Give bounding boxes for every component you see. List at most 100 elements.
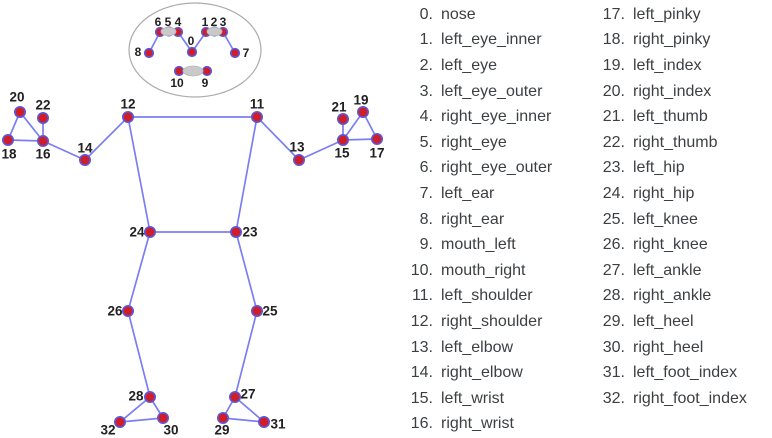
legend-label: left_heel xyxy=(633,312,694,330)
landmark-label-right_knee: 26 xyxy=(107,304,123,319)
landmark-label-right_elbow: 14 xyxy=(77,141,93,156)
landmark-dot-right_elbow xyxy=(79,154,92,167)
legend-label: right_ankle xyxy=(633,287,712,305)
legend-label: left_knee xyxy=(633,210,698,228)
legend-label: left_ear xyxy=(441,184,495,202)
right-eye-shape xyxy=(160,26,177,37)
legend-number: 1. xyxy=(419,31,433,49)
legend-number: 23. xyxy=(602,159,625,177)
legend-row-left_ear: 7. left_ear xyxy=(403,181,552,207)
legend-row-left_thumb: 21. left_thumb xyxy=(586,104,747,130)
legend-number: 2. xyxy=(419,56,433,74)
landmark-dot-right_pinky xyxy=(2,134,14,147)
landmark-label-left_elbow: 13 xyxy=(289,140,305,155)
legend-number: 13. xyxy=(410,338,433,356)
mouth-shape xyxy=(182,65,204,77)
legend-number: 26. xyxy=(602,236,625,254)
legend-row-right_ear: 8. right_ear xyxy=(403,207,552,233)
legend-label: right_eye xyxy=(441,133,507,151)
legend-label: right_foot_index xyxy=(633,389,747,407)
legend-number: 0. xyxy=(419,5,433,23)
legend-label: mouth_right xyxy=(441,261,526,279)
connection-right_elbow-right_wrist xyxy=(42,140,86,161)
legend-row-right_heel: 30. right_heel xyxy=(586,335,747,361)
legend-row-right_eye_inner: 4. right_eye_inner xyxy=(403,104,552,130)
connection-left_hip-left_knee xyxy=(235,231,258,312)
landmark-dot-left_thumb xyxy=(336,113,349,126)
legend-row-right_pinky: 18. right_pinky xyxy=(586,28,747,54)
legend-number: 19. xyxy=(602,56,625,74)
legend-label: left_shoulder xyxy=(441,287,533,305)
connection-left_knee-left_ankle xyxy=(234,310,258,398)
legend-number: 29. xyxy=(602,312,625,330)
landmark-label-left_wrist: 15 xyxy=(334,146,350,161)
landmark-label-left_foot_index: 31 xyxy=(270,417,286,432)
landmark-label-right_thumb: 22 xyxy=(35,98,50,113)
legend-number: 31. xyxy=(602,364,625,382)
legend-number: 18. xyxy=(602,31,625,49)
legend-row-right_foot_index: 32. right_foot_index xyxy=(586,386,747,412)
left-eye-shape xyxy=(206,26,223,37)
legend-row-left_knee: 25. left_knee xyxy=(586,207,747,233)
legend-label: nose xyxy=(441,5,476,23)
landmark-label-right_heel: 30 xyxy=(163,423,178,438)
legend-number: 15. xyxy=(410,389,433,407)
legend-number: 3. xyxy=(419,82,433,100)
legend-label: left_foot_index xyxy=(633,364,738,382)
landmark-dot-left_wrist xyxy=(336,134,349,147)
legend-row-left_hip: 23. left_hip xyxy=(586,156,747,182)
landmark-label-left_ankle: 27 xyxy=(240,387,255,402)
landmark-label-left_pinky: 17 xyxy=(369,146,384,161)
landmark-label-right_ankle: 28 xyxy=(128,389,144,404)
legend-row-left_foot_index: 31. left_foot_index xyxy=(586,360,747,386)
landmark-dot-left_hip xyxy=(230,226,243,239)
landmark-dot-left_shoulder xyxy=(251,111,264,124)
legend-label: left_thumb xyxy=(633,108,708,126)
connection-right_shoulder-right_elbow xyxy=(84,116,129,161)
legend-label: right_knee xyxy=(633,236,708,254)
legend-label: right_wrist xyxy=(441,415,514,433)
legend-label: right_heel xyxy=(633,338,704,356)
legend-number: 20. xyxy=(602,82,625,100)
landmark-dot-right_wrist xyxy=(36,135,49,148)
legend-number: 25. xyxy=(602,210,625,228)
legend-row-left_pinky: 17. left_pinky xyxy=(586,2,747,28)
landmark-dot-left_knee xyxy=(251,304,264,317)
legend-number: 12. xyxy=(410,312,433,330)
legend-number: 9. xyxy=(419,236,433,254)
legend-number: 21. xyxy=(602,108,625,126)
landmark-label-left_hip: 23 xyxy=(242,225,258,240)
connection-left_shoulder-left_elbow xyxy=(256,116,300,161)
landmark-label-right_ear: 8 xyxy=(135,45,142,59)
legend-row-right_hip: 24. right_hip xyxy=(586,181,747,207)
head-outline xyxy=(128,2,262,98)
legend-label: right_hip xyxy=(633,184,695,202)
legend-row-nose: 0. nose xyxy=(403,2,552,28)
connection-right_shoulder-right_hip xyxy=(127,116,151,233)
connection-right_wrist-right_index xyxy=(19,111,44,142)
landmark-dot-right_knee xyxy=(122,304,135,317)
legend-number: 24. xyxy=(602,184,625,202)
legend-label: left_pinky xyxy=(633,5,701,23)
landmark-label-mouth_left: 9 xyxy=(202,76,209,90)
legend-label: left_eye_outer xyxy=(441,82,543,100)
legend-number: 16. xyxy=(410,415,433,433)
connection-right_heel-right_foot_index xyxy=(119,417,164,423)
landmark-dot-right_foot_index xyxy=(114,415,127,428)
legend-row-right_knee: 26. right_knee xyxy=(586,232,747,258)
legend-number: 11. xyxy=(411,287,433,305)
legend-row-right_wrist: 16. right_wrist xyxy=(403,412,552,438)
landmark-label-left_index: 19 xyxy=(353,93,368,108)
legend-number: 5. xyxy=(419,133,433,151)
legend-row-mouth_left: 9. mouth_left xyxy=(403,232,552,258)
landmark-dot-left_elbow xyxy=(292,154,305,167)
legend-number: 28. xyxy=(602,287,625,305)
legend-label: right_eye_inner xyxy=(441,108,552,126)
legend-label: right_ear xyxy=(441,210,505,228)
connection-right_ankle-right_foot_index xyxy=(119,396,151,423)
legend-number: 22. xyxy=(602,133,625,151)
landmark-label-left_knee: 25 xyxy=(262,304,278,319)
legend-row-right_shoulder: 12. right_shoulder xyxy=(403,309,552,335)
legend-row-left_index: 19. left_index xyxy=(586,53,747,79)
